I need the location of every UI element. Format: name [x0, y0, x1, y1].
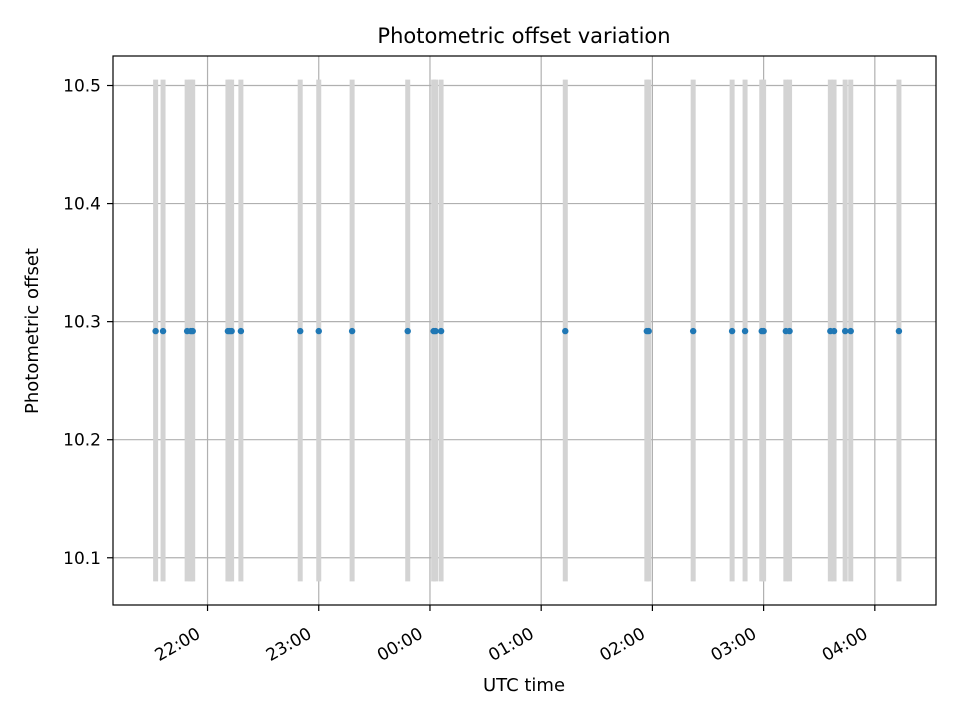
- data-point: [830, 327, 838, 335]
- data-point: [895, 327, 903, 335]
- data-point: [152, 327, 159, 335]
- y-tick-label: 10.3: [63, 313, 101, 333]
- y-tick-label: 10.1: [63, 549, 101, 569]
- data-point: [404, 327, 411, 335]
- data-point: [741, 327, 749, 335]
- data-point: [689, 327, 697, 335]
- data-point: [159, 327, 167, 335]
- data-points: [152, 327, 903, 335]
- x-axis-label: UTC time: [483, 675, 565, 696]
- data-point: [437, 327, 445, 335]
- data-point: [760, 327, 767, 335]
- data-point: [562, 327, 569, 335]
- data-point: [228, 327, 235, 335]
- data-point: [847, 327, 854, 335]
- y-tick-label: 10.5: [63, 77, 101, 97]
- data-point: [237, 327, 245, 335]
- data-point: [841, 327, 849, 335]
- data-point: [315, 327, 322, 335]
- y-axis-ticks: 10.1 10.2 10.3 10.4 10.5: [63, 77, 113, 569]
- y-tick-label: 10.4: [63, 195, 101, 215]
- data-point: [297, 327, 304, 335]
- chart-title: Photometric offset variation: [377, 24, 670, 48]
- plot-area-frame: [112, 55, 937, 606]
- data-point: [189, 327, 196, 335]
- data-point: [348, 327, 356, 335]
- y-tick-label: 10.2: [63, 431, 101, 451]
- data-point: [728, 327, 736, 335]
- data-point: [432, 327, 439, 335]
- y-axis-label: Photometric offset: [22, 248, 43, 414]
- data-point: [786, 327, 793, 335]
- data-point: [645, 327, 652, 335]
